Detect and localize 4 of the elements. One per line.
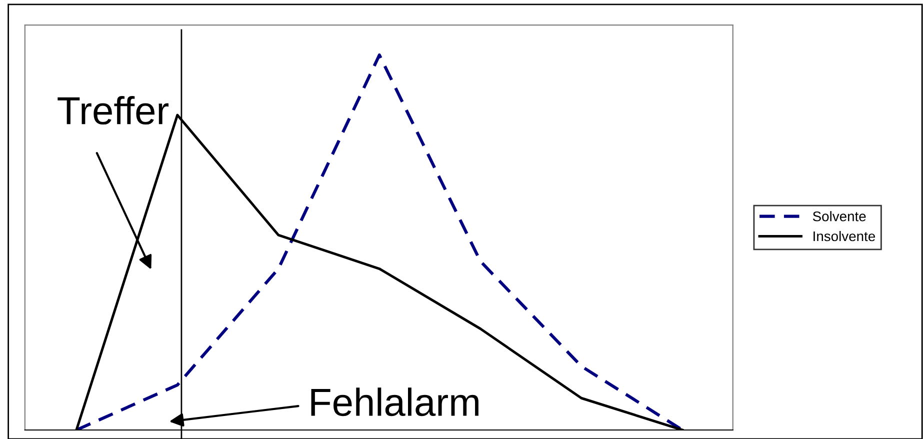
- annotation: Fehlalarm: [311, 388, 478, 416]
- legend-label: Insolvente: [814, 230, 875, 242]
- annotation: Treffer: [58, 96, 169, 125]
- legend-label: Solvente: [812, 211, 866, 222]
